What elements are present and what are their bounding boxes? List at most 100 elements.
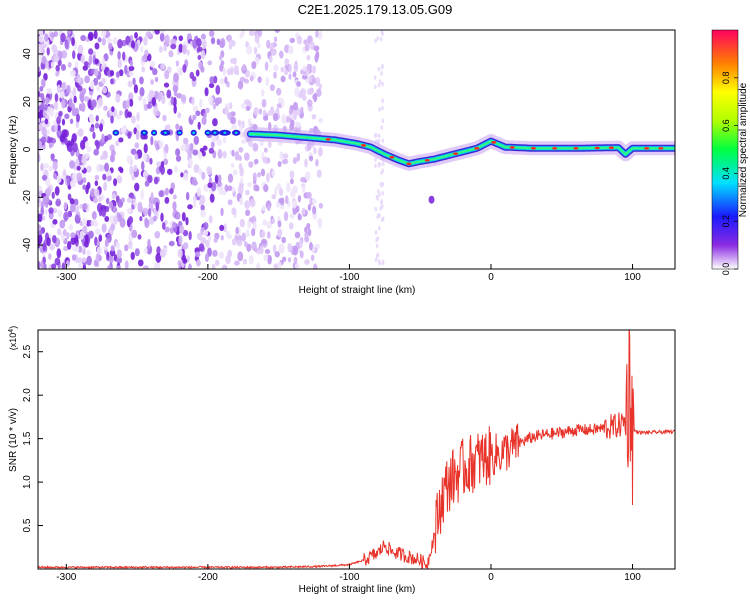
noise-speckle <box>101 133 105 144</box>
noise-speckle <box>72 142 78 153</box>
noise-speckle <box>127 80 133 88</box>
noise-speckle <box>112 37 118 45</box>
noise-speckle <box>160 63 166 70</box>
noise-speckle <box>148 216 155 225</box>
noise-speckle <box>126 99 130 109</box>
noise-speckle <box>63 201 68 211</box>
noise-speckle <box>222 265 226 269</box>
noise-speckle <box>300 106 304 114</box>
noise-speckle <box>101 77 106 85</box>
noise-speckle <box>173 86 178 97</box>
noise-speckle <box>260 88 265 97</box>
ridge-peak <box>594 146 600 150</box>
noise-speckle <box>219 78 225 85</box>
noise-speckle <box>218 55 223 61</box>
noise-speckle <box>110 115 114 124</box>
noise-speckle <box>82 87 87 95</box>
noise-speckle <box>219 224 225 231</box>
ridge-peak <box>453 152 459 155</box>
noise-speckle <box>97 37 102 43</box>
noise-speckle <box>238 147 244 153</box>
noise-speckle <box>38 66 41 73</box>
noise-speckle <box>138 95 143 102</box>
noise-speckle <box>185 191 190 201</box>
noise-speckle <box>155 143 160 151</box>
noise-speckle <box>292 199 298 209</box>
ridge-peak <box>325 138 331 141</box>
ridge-blob-core <box>163 131 167 134</box>
ridge-peak <box>530 147 536 150</box>
noise-speckle <box>67 145 73 153</box>
noise-speckle <box>142 265 149 269</box>
noise-speckle <box>75 158 80 167</box>
y-tick-label: 40 <box>22 48 33 60</box>
noise-speckle <box>143 143 148 154</box>
noise-speckle <box>89 127 95 133</box>
noise-speckle <box>194 251 201 258</box>
noise-speckle <box>203 183 209 192</box>
ridge-peak <box>644 147 650 150</box>
noise-speckle <box>284 64 289 70</box>
noise-speckle <box>304 44 310 52</box>
noise-speckle <box>90 188 96 198</box>
noise-speckle <box>271 49 277 57</box>
noise-speckle <box>301 74 308 80</box>
noise-speckle <box>289 170 295 180</box>
noise-speckle <box>178 35 184 42</box>
colorbar-tick-label: 0.4 <box>721 167 731 180</box>
noise-speckle <box>164 187 169 196</box>
noise-speckle <box>88 48 94 55</box>
noise-speckle <box>127 208 132 214</box>
noise-speckle <box>192 105 199 113</box>
noise-speckle <box>248 140 254 148</box>
noise-speckle <box>192 149 199 156</box>
noise-speckle <box>308 75 313 83</box>
noise-speckle <box>279 197 285 206</box>
noise-speckle <box>173 104 177 114</box>
colorbar-tick-label: 0.6 <box>721 119 731 132</box>
ridge-blob-core <box>142 131 146 134</box>
noise-speckle <box>76 113 80 123</box>
noise-speckle <box>164 226 170 233</box>
noise-speckle <box>210 141 215 149</box>
noise-speckle <box>268 55 273 63</box>
noise-speckle <box>378 213 381 218</box>
noise-speckle <box>200 65 205 73</box>
noise-speckle <box>284 58 290 66</box>
noise-speckle <box>293 110 297 121</box>
noise-speckle <box>279 50 284 59</box>
noise-speckle <box>107 174 112 182</box>
noise-speckle <box>78 103 83 112</box>
noise-speckle <box>243 99 250 105</box>
noise-speckle <box>381 161 385 167</box>
noise-speckle <box>95 253 100 263</box>
noise-speckle <box>76 76 82 84</box>
noise-speckle <box>68 98 73 108</box>
noise-speckle <box>69 203 76 213</box>
spectrogram-noise-layer <box>38 30 385 269</box>
noise-speckle <box>142 97 147 107</box>
noise-speckle <box>208 147 215 154</box>
noise-speckle <box>313 45 320 52</box>
noise-speckle <box>101 57 105 67</box>
noise-speckle <box>290 119 295 126</box>
noise-speckle <box>246 45 253 55</box>
noise-speckle <box>183 242 189 250</box>
noise-speckle <box>144 49 149 57</box>
noise-speckle <box>72 87 77 97</box>
noise-speckle <box>130 148 137 155</box>
noise-speckle <box>315 76 321 87</box>
noise-speckle <box>83 61 89 67</box>
noise-speckle <box>116 249 123 259</box>
y-tick-label: -20 <box>22 190 33 205</box>
noise-speckle <box>299 239 303 249</box>
noise-speckle <box>252 142 259 152</box>
noise-speckle <box>38 224 42 230</box>
noise-speckle <box>133 84 139 94</box>
noise-speckle <box>237 184 244 194</box>
noise-speckle <box>180 172 184 178</box>
x-tick-label: 100 <box>624 572 641 583</box>
noise-speckle <box>299 250 304 259</box>
noise-speckle <box>207 60 213 66</box>
noise-speckle <box>160 212 164 222</box>
